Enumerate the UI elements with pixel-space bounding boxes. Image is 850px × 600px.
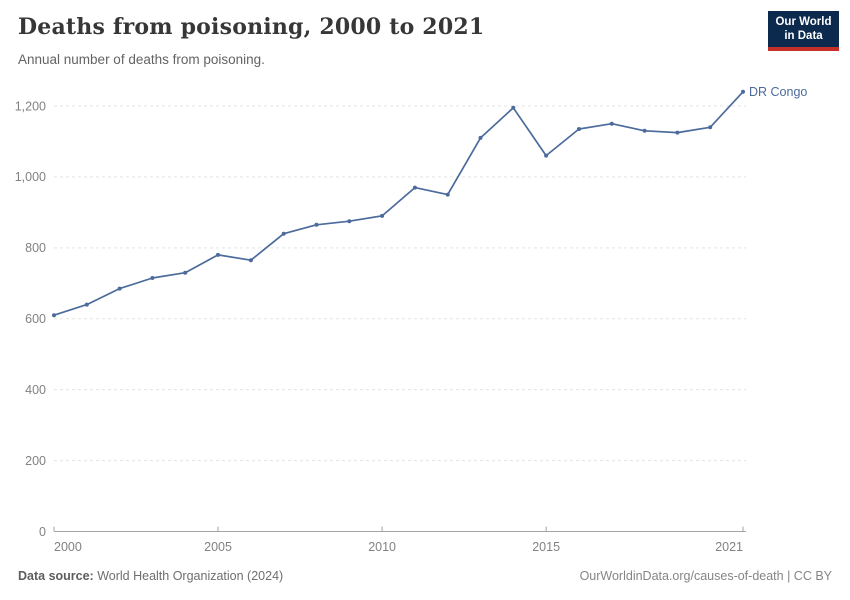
data-point[interactable]: [741, 89, 745, 94]
x-axis-tick-label: 2015: [532, 540, 560, 554]
credit-note: OurWorldinData.org/causes-of-death | CC …: [579, 569, 832, 583]
data-point[interactable]: [84, 302, 89, 307]
y-axis-tick-label: 600: [25, 312, 46, 326]
data-point[interactable]: [478, 135, 483, 140]
y-axis-tick-label: 1,200: [15, 99, 46, 113]
data-point[interactable]: [150, 276, 155, 280]
x-axis-tick-label: 2005: [204, 540, 232, 554]
data-point[interactable]: [609, 121, 614, 126]
data-point[interactable]: [347, 219, 352, 224]
x-axis-tick-label: 2010: [368, 540, 396, 554]
data-source-note: Data source: World Health Organization (…: [18, 569, 283, 583]
x-axis-tick-label: 2021: [715, 540, 743, 554]
data-point[interactable]: [281, 231, 286, 236]
y-axis-tick-label: 0: [39, 525, 46, 539]
series-end-label[interactable]: DR Congo: [749, 85, 807, 99]
data-point[interactable]: [544, 153, 549, 158]
owid-logo-line1: Our World: [775, 16, 832, 28]
chart-subtitle: Annual number of deaths from poisoning.: [18, 52, 265, 67]
y-axis-tick-label: 400: [25, 383, 46, 397]
data-point[interactable]: [708, 125, 713, 130]
data-point[interactable]: [248, 258, 253, 263]
data-point[interactable]: [117, 286, 122, 291]
x-axis-tick-label: 2000: [54, 540, 82, 554]
owid-logo[interactable]: Our World in Data: [768, 11, 839, 51]
data-point[interactable]: [445, 192, 450, 197]
data-point[interactable]: [511, 105, 516, 110]
data-point[interactable]: [642, 128, 647, 133]
y-axis-tick-label: 200: [25, 454, 46, 468]
y-axis-tick-label: 800: [25, 241, 46, 255]
data-point[interactable]: [380, 213, 385, 218]
data-point[interactable]: [314, 222, 319, 227]
data-point[interactable]: [183, 270, 188, 275]
trend-line[interactable]: [53, 90, 744, 317]
data-point[interactable]: [675, 130, 680, 135]
data-point[interactable]: [216, 252, 220, 257]
data-source-label: Data source:: [18, 569, 94, 583]
page-title: Deaths from poisoning, 2000 to 2021: [18, 14, 485, 40]
data-point[interactable]: [577, 127, 581, 131]
y-axis-tick-label: 1,000: [15, 170, 46, 184]
data-source-text: World Health Organization (2024): [93, 569, 284, 583]
data-point[interactable]: [52, 313, 56, 318]
owid-logo-line2: in Data: [784, 30, 823, 42]
data-point[interactable]: [412, 185, 417, 190]
